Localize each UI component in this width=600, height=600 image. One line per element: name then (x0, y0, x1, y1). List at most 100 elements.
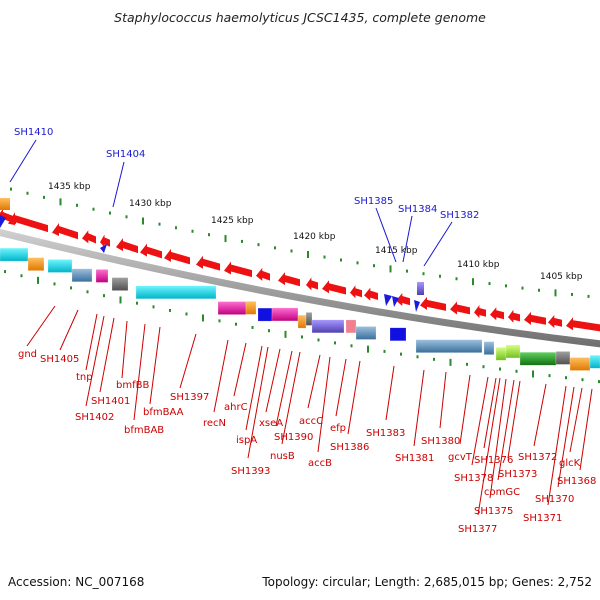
scale-tick (554, 289, 557, 297)
scale-tick (466, 362, 468, 366)
gene-label-red: ahrC (224, 402, 248, 413)
blue-marker (100, 244, 107, 253)
gene-label-red: SH1393 (231, 466, 270, 477)
gene-label-red: glcK (559, 458, 581, 469)
kbp-scale: 1435 kbp 1430 kbp 1425 kbp 1420 kbp 1415… (48, 182, 583, 282)
gene-arrow (164, 248, 190, 265)
scale-tick (548, 374, 551, 378)
kbp-label: 1435 kbp (48, 182, 91, 192)
feature-block (47, 259, 73, 273)
gene-label-red: SH1368 (557, 476, 596, 487)
gene-label-red: bfmBAA (143, 407, 184, 418)
blue-marker (392, 296, 399, 307)
scale-tick (53, 282, 56, 286)
scale-tick (43, 195, 45, 199)
scale-tick (340, 258, 342, 262)
feature-block (27, 257, 45, 271)
scale-tick (416, 355, 419, 359)
gene-arrow (8, 212, 48, 233)
scale-tick (290, 249, 293, 253)
scale-tick (10, 187, 12, 191)
scale-tick (515, 369, 518, 373)
scale-tick (208, 233, 210, 237)
feature-block (245, 301, 257, 315)
feature-block (217, 301, 247, 315)
scale-tick (538, 288, 540, 292)
scale-tick (169, 308, 171, 312)
scale-tick (581, 378, 584, 382)
scale-tick (521, 286, 524, 290)
scale-tick (334, 341, 336, 345)
gene-arrow (256, 267, 270, 281)
scale-tick (565, 376, 567, 380)
scale-tick (488, 282, 491, 286)
feature-block (311, 319, 345, 334)
gene-arrow (524, 311, 546, 325)
gene-label-blue: SH1404 (106, 149, 145, 160)
gene-arrow (490, 307, 504, 321)
gene-arrow (420, 296, 446, 311)
page-title: Staphylococcus haemolyticus JCSC1435, co… (114, 10, 486, 25)
scale-tick (373, 264, 375, 268)
scale-tick (367, 345, 369, 353)
gene-label-red: SH1371 (523, 513, 562, 524)
accession-text: Accession: NC_007168 (8, 575, 144, 589)
gene-label-red: efp (330, 423, 346, 434)
scale-tick (439, 274, 441, 278)
gene-label-red: SH1370 (535, 494, 574, 505)
kbp-label: 1420 kbp (293, 232, 336, 242)
gene-arrow (350, 285, 362, 299)
scale-tick (224, 235, 227, 243)
scale-tick (268, 329, 270, 333)
feature-block (495, 347, 507, 361)
topology-text: Topology: circular; Length: 2,685,015 bp… (261, 575, 592, 589)
gene-label-blue: SH1384 (398, 204, 437, 215)
kbp-label: 1410 kbp (457, 260, 500, 270)
gene-arrow (322, 280, 346, 295)
scale-tick (482, 365, 485, 369)
gene-label-red: bmfBB (116, 380, 149, 391)
purple-block (417, 282, 424, 295)
gene-label-blue: SH1410 (14, 127, 53, 138)
gene-label-red: SH1383 (366, 428, 405, 439)
scale-tick (356, 261, 359, 265)
gene-arrow (196, 255, 220, 271)
scale-tick (422, 272, 425, 276)
scale-tick (92, 207, 95, 211)
scale-tick (433, 357, 435, 361)
scale-tick (400, 352, 402, 356)
gene-label-red: ispA (236, 435, 257, 446)
scale-tick (472, 278, 474, 286)
feature-block (389, 327, 407, 342)
feature-block (345, 319, 357, 334)
scale-tick (587, 294, 590, 298)
scale-tick (119, 296, 122, 304)
feature-block (305, 312, 313, 326)
feature-block (555, 351, 571, 365)
scale-tick (598, 380, 600, 384)
gene-label-red: SH1386 (330, 442, 369, 453)
gene-label-red: SH1375 (474, 506, 513, 517)
kbp-label: 1425 kbp (211, 216, 254, 226)
gene-label-red: comGC (484, 487, 520, 498)
scale-tick (191, 229, 194, 233)
gene-label-red: tnp (76, 372, 93, 383)
scale-tick (455, 277, 458, 281)
orange-block (0, 198, 10, 210)
scale-tick (37, 276, 39, 284)
scale-tick (257, 243, 260, 247)
scale-tick (202, 314, 204, 322)
gene-arrow (396, 292, 410, 306)
gene-arrow (82, 230, 96, 244)
gene-label-red: gnd (18, 349, 37, 360)
gene-arrow (306, 277, 318, 291)
gene-label-red: SH1401 (91, 396, 130, 407)
kbp-label: 1415 kbp (375, 246, 418, 256)
gene-arrow (100, 234, 110, 248)
blue-callouts: SH1410 SH1404 SH1385 SH1384 SH1382 (9, 127, 479, 267)
gene-arrow (52, 223, 78, 240)
scale-tick (185, 312, 188, 316)
scale-tick (323, 255, 326, 259)
kbp-label: 1405 kbp (540, 272, 583, 282)
